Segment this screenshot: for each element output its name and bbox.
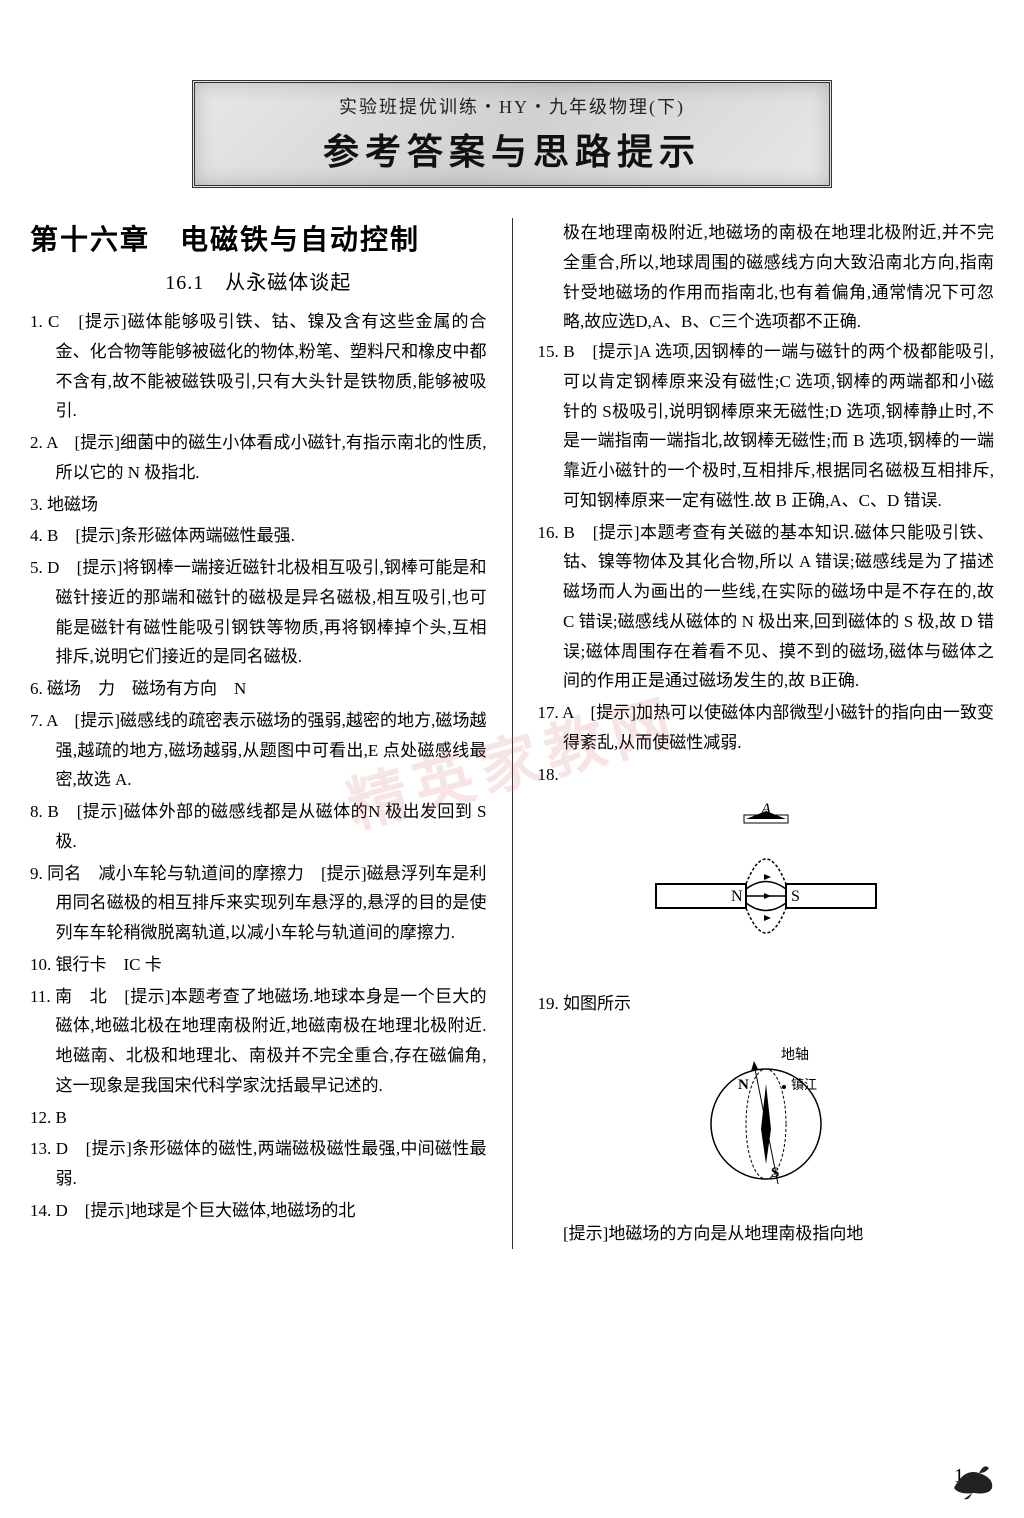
answer-item: 13. D [提示]条形磁体的磁性,两端磁极磁性最强,中间磁性最弱. [30, 1134, 487, 1194]
answer-item: 5. D [提示]将钢棒一端接近磁针北极相互吸引,钢棒可能是和磁针接近的那端和磁… [30, 553, 487, 672]
header-title: 参考答案与思路提示 [215, 123, 809, 175]
fig18-n-label: N [731, 888, 743, 905]
answer-item: 极在地理南极附近,地磁场的南极在地理北极附近,并不完全重合,所以,地球周围的磁感… [538, 218, 995, 337]
answer-item: 1. C [提示]磁体能够吸引铁、钴、镍及含有这些金属的合金、化合物等能够被磁化… [30, 307, 487, 426]
content-columns: 第十六章 电磁铁与自动控制 16.1 从永磁体谈起 1. C [提示]磁体能够吸… [30, 218, 994, 1249]
answer-item: 11. 南 北 [提示]本题考查了地磁场.地球本身是一个巨大的磁体,地磁北极在地… [30, 982, 487, 1101]
answer-item: 9. 同名 减小车轮与轨道间的摩擦力 [提示]磁悬浮列车是利用同名磁极的相互排斥… [30, 859, 487, 948]
header-subtitle: 实验班提优训练・HY・九年级物理(下) [215, 93, 809, 119]
answer-item: 4. B [提示]条形磁体两端磁性最强. [30, 521, 487, 551]
answer-item: 3. 地磁场 [30, 490, 487, 520]
answer-item: 16. B [提示]本题考查有关磁的基本知识.磁体只能吸引铁、钴、镍等物体及其化… [538, 518, 995, 697]
answer-item: 15. B [提示]A 选项,因钢棒的一端与磁针的两个极都能吸引,可以肯定钢棒原… [538, 337, 995, 516]
answer-item: 10. 银行卡 IC 卡 [30, 950, 487, 980]
field-line-3 [746, 903, 786, 911]
fig18-s-label: S [791, 888, 800, 905]
chapter-title: 第十六章 电磁铁与自动控制 [30, 218, 487, 258]
figure-19: 地轴 镇江 N S [676, 1029, 856, 1209]
dolphin-icon [944, 1453, 1004, 1503]
field-line-up [746, 859, 786, 884]
header-box: 实验班提优训练・HY・九年级物理(下) 参考答案与思路提示 [192, 80, 832, 188]
arrow-3 [764, 915, 771, 921]
magnet-field-diagram: A N S [636, 799, 896, 979]
arrow-1 [764, 874, 771, 880]
fig19-s-label: S [771, 1165, 779, 1181]
answer-item: 2. A [提示]细菌中的磁生小体看成小磁针,有指示南北的性质,所以它的 N 极… [30, 428, 487, 488]
answer-item: 14. D [提示]地球是个巨大磁体,地磁场的北 [30, 1196, 487, 1226]
compass-needle [761, 1084, 771, 1164]
column-divider [512, 218, 513, 1249]
left-column: 第十六章 电磁铁与自动控制 16.1 从永磁体谈起 1. C [提示]磁体能够吸… [30, 218, 487, 1249]
section-title: 16.1 从永磁体谈起 [30, 266, 487, 295]
city-dot [782, 1085, 786, 1089]
left-answers: 1. C [提示]磁体能够吸引铁、钴、镍及含有这些金属的合金、化合物等能够被磁化… [30, 307, 487, 1226]
right-answers-top: 极在地理南极附近,地磁场的南极在地理北极附近,并不完全重合,所以,地球周围的磁感… [538, 218, 995, 789]
figure-18: A N S [636, 799, 896, 979]
answer-item: 12. B [30, 1103, 487, 1133]
answer-item: 6. 磁场 力 磁场有方向 N [30, 674, 487, 704]
field-line-1 [746, 882, 786, 890]
answer-item: 18. [538, 760, 995, 790]
dolphin-tail [964, 1493, 972, 1499]
fig19-n-label: N [738, 1077, 749, 1093]
field-line-down [746, 908, 786, 933]
earth-magnetic-diagram: 地轴 镇江 N S [676, 1029, 856, 1209]
arrow-2 [764, 893, 771, 899]
answer-item: 17. A [提示]加热可以使磁体内部微型小磁针的指向由一致变得紊乱,从而使磁性… [538, 698, 995, 758]
answer-item: 8. B [提示]磁体外部的磁感线都是从磁体的N 极出发回到 S 极. [30, 797, 487, 857]
fig19-axis-label: 地轴 [781, 1047, 809, 1063]
right-column: 极在地理南极附近,地磁场的南极在地理北极附近,并不完全重合,所以,地球周围的磁感… [538, 218, 995, 1249]
fig19-city-label: 镇江 [791, 1077, 817, 1092]
right-footer-text: [提示]地磁场的方向是从地理南极指向地 [538, 1219, 995, 1249]
answer-item: 7. A [提示]磁感线的疏密表示磁场的强弱,越密的地方,磁场越强,越疏的地方,… [30, 706, 487, 795]
answer-item: 19. 如图所示 [538, 989, 995, 1019]
right-answers-bottom: 19. 如图所示 [538, 989, 995, 1019]
dolphin-body [954, 1466, 992, 1493]
